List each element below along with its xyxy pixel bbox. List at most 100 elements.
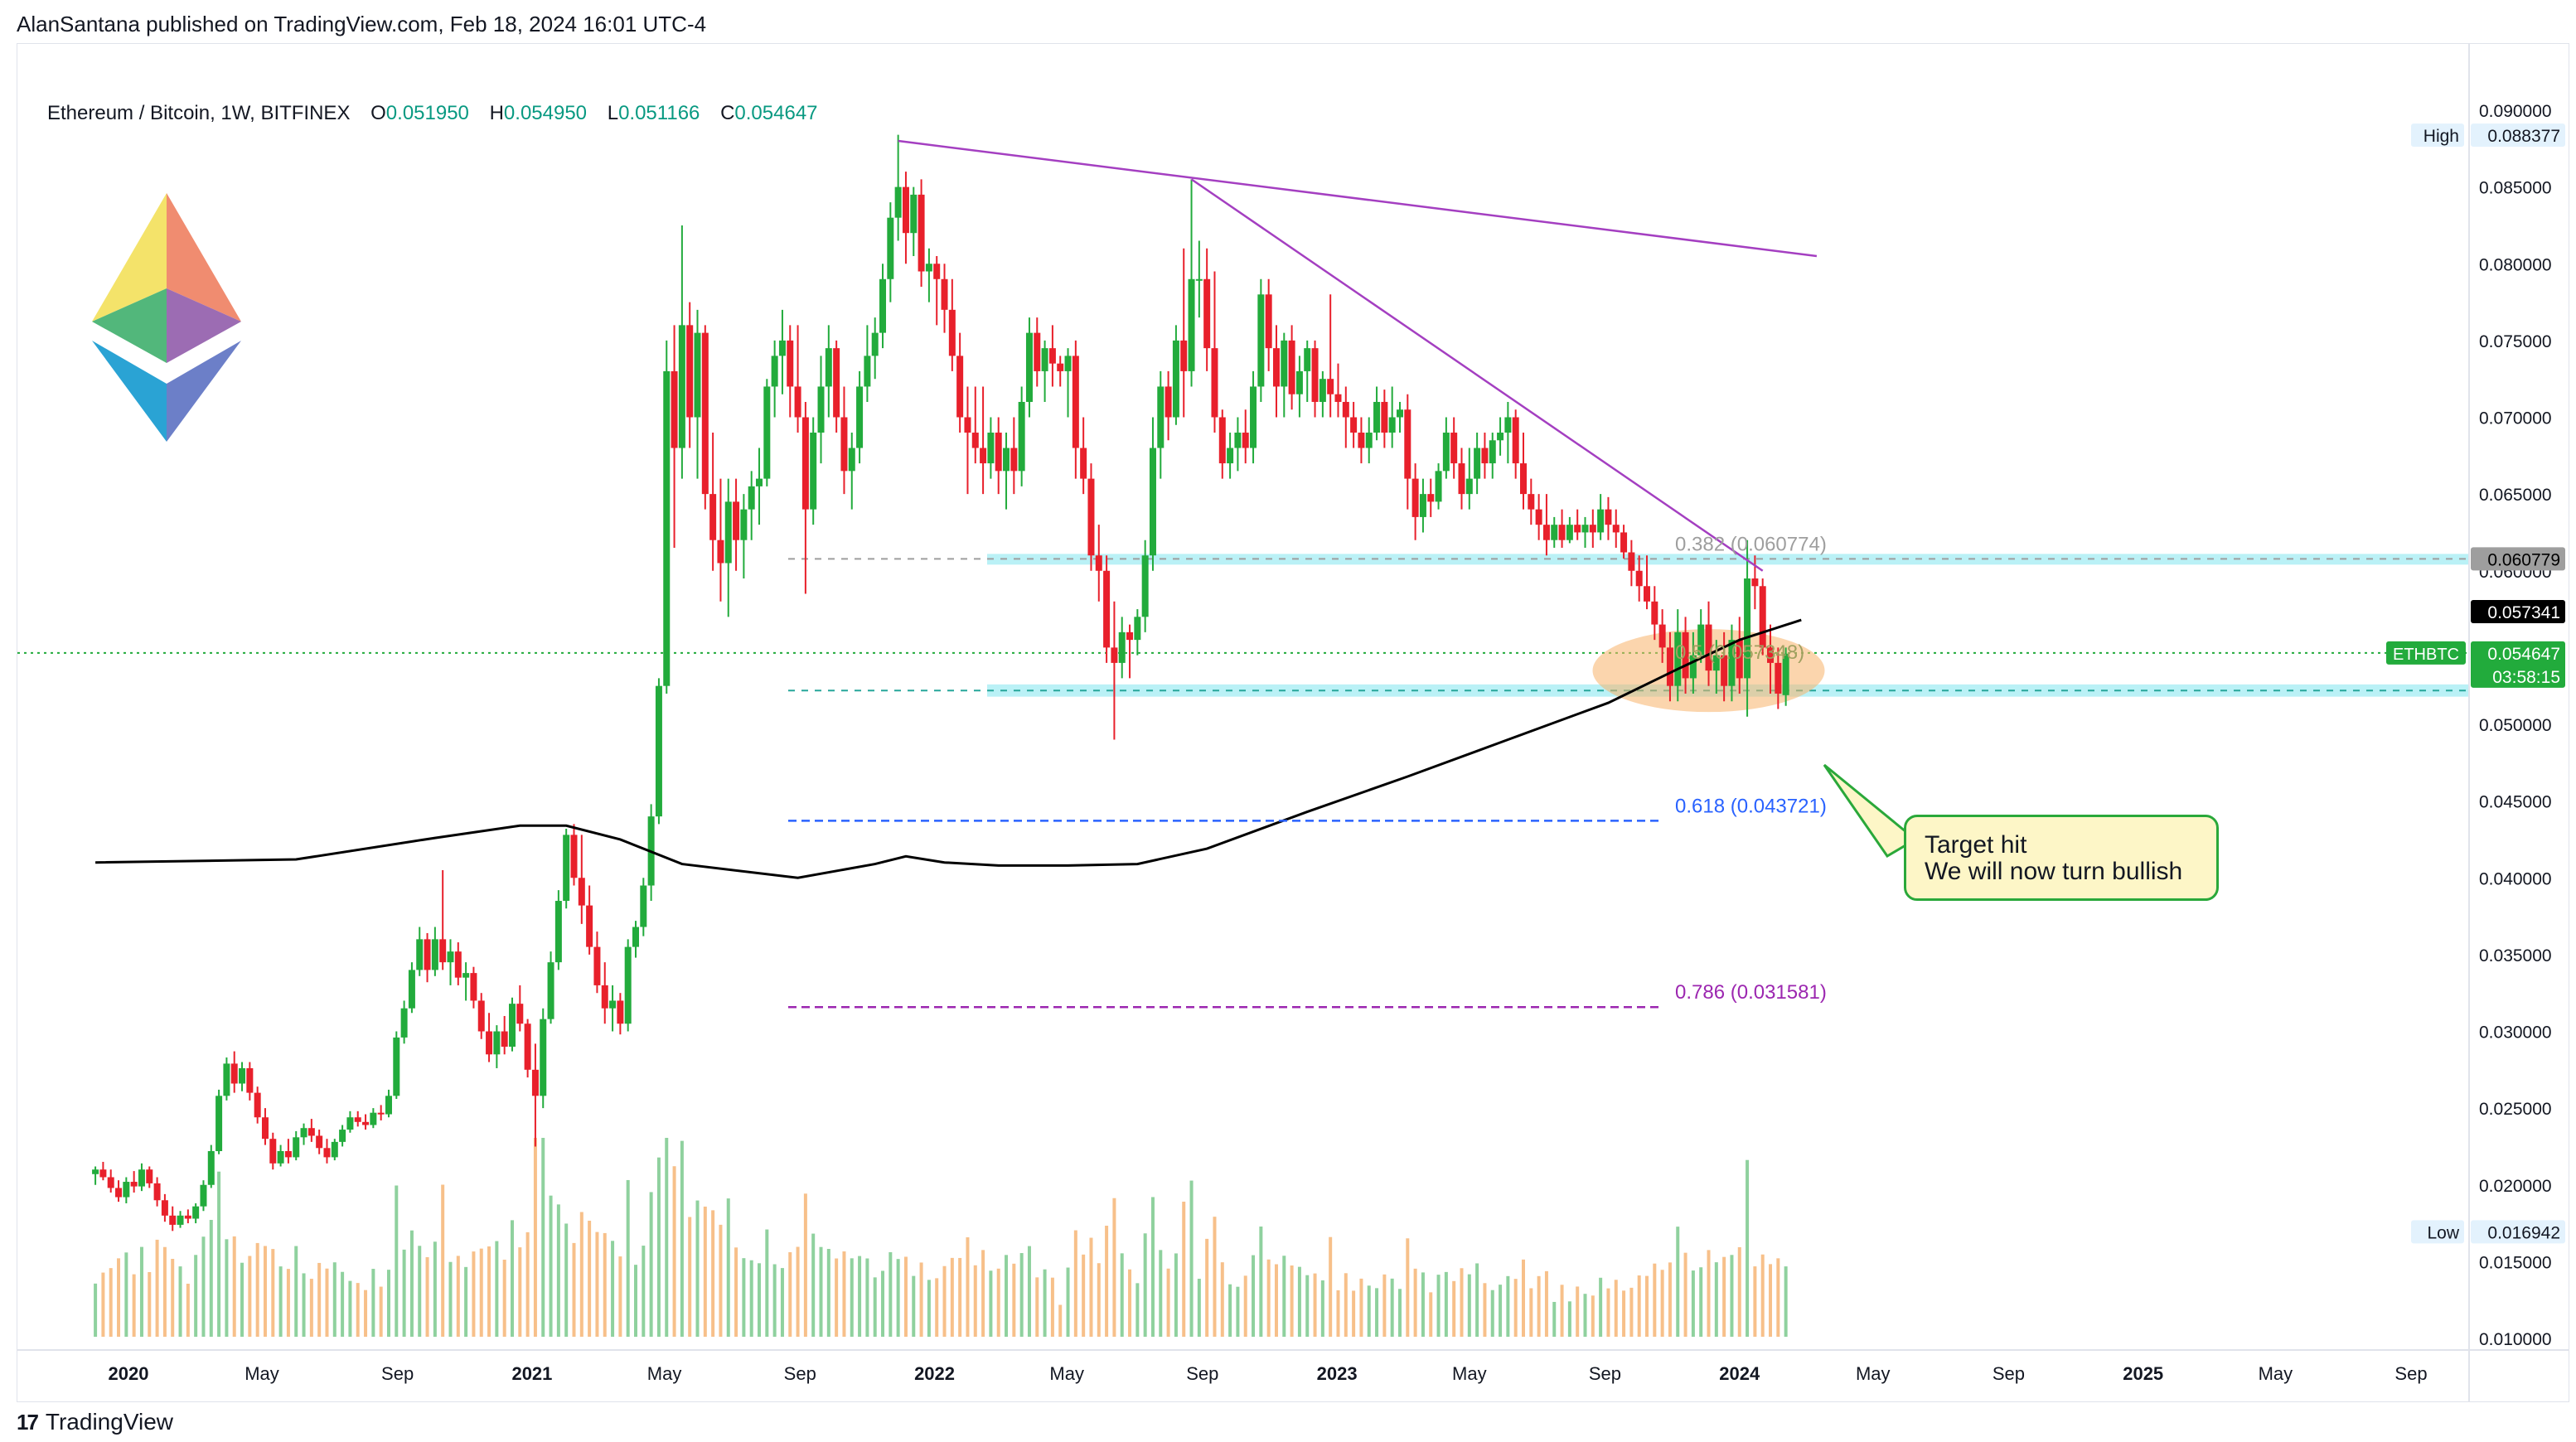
volume-bar — [1499, 1285, 1503, 1337]
candle-body — [1048, 348, 1056, 364]
candle-body — [756, 478, 763, 486]
candle-body — [617, 1000, 624, 1024]
volume-bar — [665, 1138, 669, 1337]
volume-bar — [1753, 1266, 1757, 1337]
volume-bar — [1490, 1290, 1494, 1337]
volume-bar — [858, 1256, 862, 1337]
candle-body — [1327, 379, 1334, 394]
volume-bar — [1714, 1262, 1718, 1337]
candle-body — [1281, 340, 1288, 387]
candle-body — [570, 835, 578, 878]
candle-body — [694, 332, 701, 418]
footer-brand[interactable]: 17 TradingView — [17, 1409, 173, 1435]
volume-bar — [1513, 1279, 1518, 1337]
candle-body — [454, 951, 462, 978]
candle-body — [223, 1063, 230, 1096]
candle-body — [1427, 494, 1435, 502]
candle-body — [1712, 655, 1720, 671]
volume-bar — [1252, 1255, 1256, 1337]
candle-body — [1651, 601, 1658, 625]
volume-bar — [1205, 1238, 1209, 1337]
y-tick-label: 0.075000 — [2479, 332, 2552, 351]
volume-bar — [1506, 1275, 1510, 1337]
fib-levels: 0.382 (0.060774) 0.5 (0.057348) 0.618 (0.0… — [788, 533, 1827, 1009]
volume-bar — [1082, 1254, 1086, 1337]
candle-body — [146, 1169, 153, 1183]
candle-body — [609, 1000, 617, 1009]
volume-bar — [1097, 1263, 1101, 1337]
legend-open-value: 0.051950 — [385, 102, 469, 124]
volume-bar — [171, 1259, 175, 1337]
volume-bar — [1591, 1295, 1595, 1337]
volume-bar — [942, 1265, 947, 1337]
candle-body — [1018, 401, 1025, 472]
volume-bar — [564, 1223, 569, 1337]
candle-body — [1551, 525, 1558, 540]
volume-bar — [966, 1237, 970, 1337]
volume-bar — [217, 1171, 221, 1337]
candle-body — [1612, 525, 1620, 533]
candle-body — [1041, 348, 1048, 371]
volume-bar — [1537, 1275, 1541, 1337]
volume-bar — [425, 1257, 429, 1337]
ethbtc-weekly-chart[interactable]: 0.382 (0.060774) 0.5 (0.057348) 0.618 (0.0… — [17, 44, 2569, 1401]
annotation-callout[interactable]: Target hit We will now turn bullish — [1904, 815, 2219, 901]
candle-body — [1396, 409, 1403, 418]
candle-body — [771, 356, 778, 387]
y-tick-label: 0.045000 — [2479, 793, 2552, 812]
candle-body — [431, 939, 438, 970]
candle-body — [910, 194, 918, 234]
y-tick-label: 0.070000 — [2479, 409, 2552, 428]
volume-bar — [1614, 1280, 1618, 1337]
volume-bar — [109, 1268, 113, 1337]
volume-bar — [402, 1249, 406, 1337]
candle-body — [230, 1063, 238, 1084]
volume-bar — [1776, 1258, 1780, 1337]
symbol-legend: Ethereum / Bitcoin, 1W, BITFINEX O0.0519… — [47, 102, 818, 125]
volume-bar — [1236, 1286, 1240, 1337]
volume-bar — [1159, 1250, 1163, 1337]
volume-bar — [1429, 1292, 1433, 1337]
volume-bar — [278, 1266, 283, 1337]
volume-bar — [1282, 1256, 1286, 1337]
candle-body — [92, 1169, 99, 1174]
candle-body — [1419, 494, 1426, 517]
volume-bar — [1050, 1277, 1054, 1337]
candle-body — [115, 1188, 123, 1198]
volume-bar — [1166, 1268, 1170, 1337]
trendline-1 — [1190, 178, 1764, 572]
volume-bar — [379, 1286, 383, 1337]
volume-bar — [178, 1266, 182, 1337]
chart-frame[interactable]: 0.382 (0.060774) 0.5 (0.057348) 0.618 (0.0… — [17, 43, 2569, 1402]
volume-bar — [1413, 1268, 1417, 1337]
candle-body — [1265, 294, 1272, 349]
candle-body — [1165, 386, 1172, 418]
candle-body — [1358, 433, 1365, 448]
footer-brand-text: TradingView — [45, 1409, 174, 1435]
candle-body — [1489, 440, 1496, 464]
volume-bar — [1599, 1277, 1603, 1337]
candle-body — [709, 494, 717, 540]
volume-bar — [332, 1262, 337, 1337]
candle-body — [1411, 478, 1419, 517]
y-tick-label: 0.035000 — [2479, 946, 2552, 965]
volume-bar — [1305, 1275, 1310, 1337]
volume-bar — [139, 1246, 143, 1337]
candle-body — [246, 1067, 254, 1093]
candle-body — [486, 1031, 493, 1055]
volume-bar — [549, 1195, 553, 1337]
candle-body — [1589, 525, 1596, 533]
volume-bar — [302, 1273, 306, 1337]
volume-bar — [1005, 1255, 1009, 1337]
volume-bar — [479, 1248, 483, 1337]
volume-bar — [232, 1236, 236, 1337]
volume-bar — [1576, 1286, 1580, 1337]
x-axis[interactable]: 2020 May Sep 2021 May Sep 2022 May Sep 2023 May Sep… — [17, 1349, 2569, 1384]
volume-bar — [201, 1236, 206, 1337]
fib-label-0: 0.382 (0.060774) — [1675, 533, 1827, 555]
candle-body — [470, 973, 477, 1001]
volume-bar — [780, 1268, 784, 1337]
candle-body — [1628, 552, 1635, 571]
volume-bar — [341, 1271, 345, 1337]
y-axis[interactable]: 0.090000 0.085000 0.080000 0.075000 0.070000… — [2468, 44, 2552, 1401]
